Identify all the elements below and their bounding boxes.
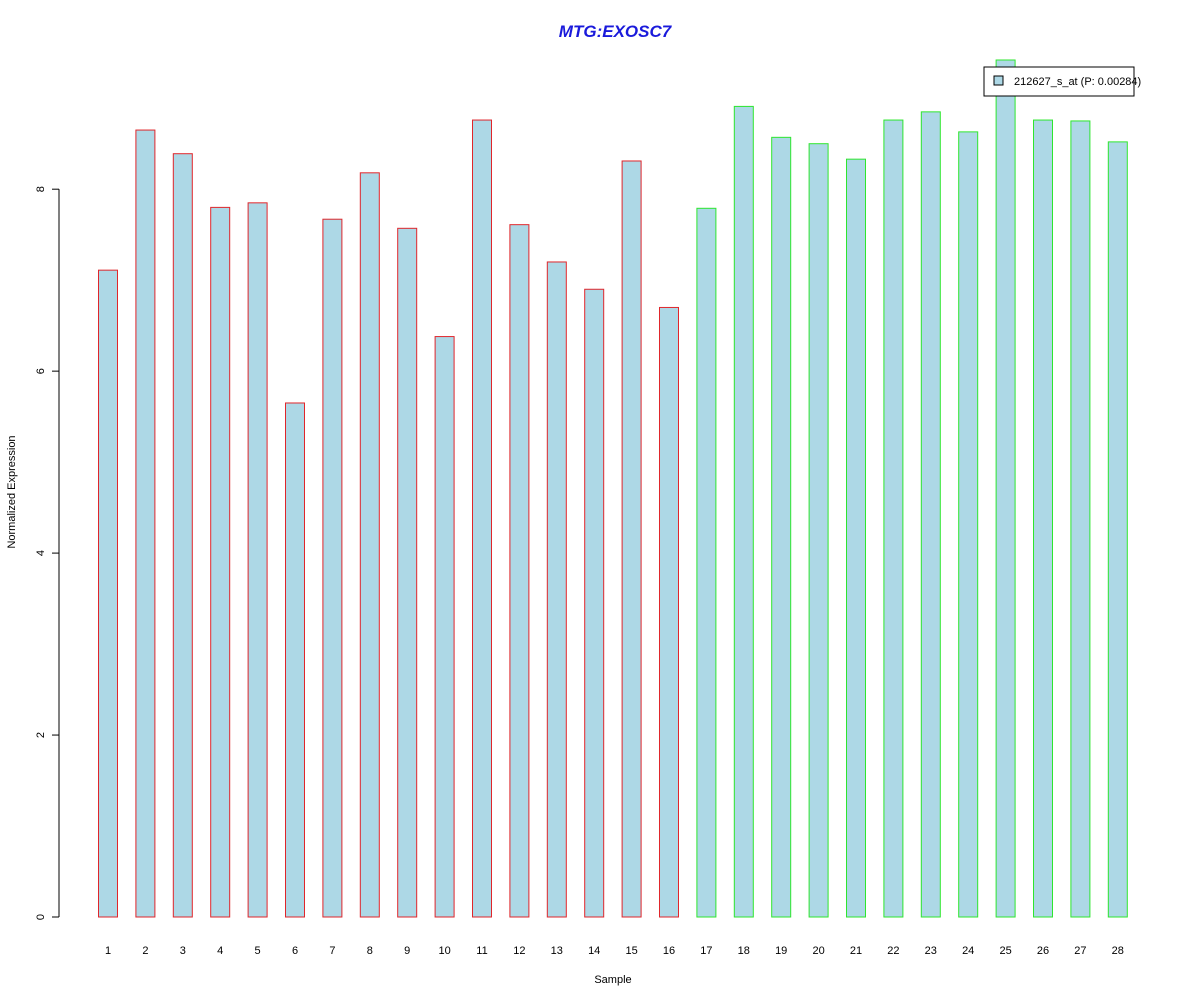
x-tick-label: 6 <box>292 945 298 957</box>
bar-sample-20 <box>808 143 829 918</box>
x-tick-label: 26 <box>1037 945 1049 957</box>
bar-sample-21 <box>846 158 866 918</box>
y-tick-label: 6 <box>35 368 47 374</box>
x-tick-label: 24 <box>962 945 974 957</box>
x-tick-label: 17 <box>700 945 712 957</box>
x-tick-label: 21 <box>850 945 862 957</box>
x-tick-label: 1 <box>105 945 111 957</box>
x-tick-label: 18 <box>738 945 750 957</box>
x-axis-label: Sample <box>594 974 631 986</box>
bar-sample-8 <box>359 172 380 918</box>
x-tick-label: 8 <box>367 945 373 957</box>
bar-sample-19 <box>771 136 792 918</box>
bar-sample-15 <box>621 160 642 918</box>
x-tick-label: 7 <box>329 945 335 957</box>
y-tick-label: 8 <box>35 186 47 192</box>
x-tick-label: 14 <box>588 945 600 957</box>
bar-sample-14 <box>584 288 605 918</box>
x-tick-label: 20 <box>812 945 824 957</box>
bar-sample-1 <box>98 269 118 918</box>
chart-title: MTG:EXOSC7 <box>559 22 673 41</box>
x-tick-label: 10 <box>438 945 450 957</box>
bar-sample-27 <box>1070 120 1091 918</box>
legend-box <box>983 66 1135 97</box>
x-tick-label: 23 <box>925 945 937 957</box>
x-tick-label: 2 <box>142 945 148 957</box>
x-tick-label: 13 <box>551 945 563 957</box>
x-tick-label: 9 <box>404 945 410 957</box>
y-tick-label: 4 <box>35 550 47 556</box>
bars <box>98 59 1128 918</box>
y-tick-label: 0 <box>35 914 47 920</box>
bar-sample-16 <box>659 306 679 918</box>
bar-sample-12 <box>509 224 530 918</box>
bar-sample-7 <box>322 218 343 918</box>
x-tick-label: 28 <box>1112 945 1124 957</box>
bar-sample-13 <box>546 261 567 918</box>
bar-sample-26 <box>1033 119 1053 918</box>
legend-swatch <box>993 75 1004 86</box>
x-tick-label: 25 <box>999 945 1011 957</box>
bar-sample-6 <box>285 402 305 918</box>
x-tick-label: 15 <box>625 945 637 957</box>
x-tick-label: 11 <box>476 945 487 957</box>
y-tick-label: 2 <box>35 732 47 738</box>
bar-sample-17 <box>696 207 717 918</box>
x-tick-label: 19 <box>775 945 787 957</box>
bar-sample-5 <box>247 202 268 918</box>
x-tick-label: 22 <box>887 945 899 957</box>
bar-sample-3 <box>172 153 193 918</box>
bar-sample-11 <box>472 119 492 918</box>
x-tick-label: 4 <box>217 945 223 957</box>
y-axis: 0 2 4 6 8 <box>35 186 60 920</box>
bar-sample-28 <box>1107 141 1128 918</box>
bar-sample-10 <box>434 336 455 918</box>
x-tick-label: 5 <box>255 945 261 957</box>
bar-sample-23 <box>920 111 941 918</box>
x-tick-label: 3 <box>180 945 186 957</box>
x-tick-label: 16 <box>663 945 675 957</box>
y-axis-label: Normalized Expression <box>6 435 18 548</box>
bar-sample-4 <box>210 206 231 918</box>
legend: 212627_s_at (P: 0.00284) <box>983 66 1141 97</box>
bar-sample-22 <box>883 119 904 918</box>
bar-sample-9 <box>397 227 418 918</box>
x-tick-label: 12 <box>513 945 525 957</box>
legend-label: 212627_s_at (P: 0.00284) <box>1014 76 1141 88</box>
bar-sample-25 <box>995 59 1016 918</box>
bar-sample-24 <box>958 131 979 918</box>
x-tick-label: 27 <box>1074 945 1086 957</box>
bar-sample-2 <box>135 129 156 918</box>
x-tick-labels: 1 2 3 4 5 6 7 8 9 10 11 12 13 14 15 16 17 18 19 20 21 22 23 24 2… <box>105 945 1124 957</box>
bar-sample-18 <box>733 105 754 918</box>
